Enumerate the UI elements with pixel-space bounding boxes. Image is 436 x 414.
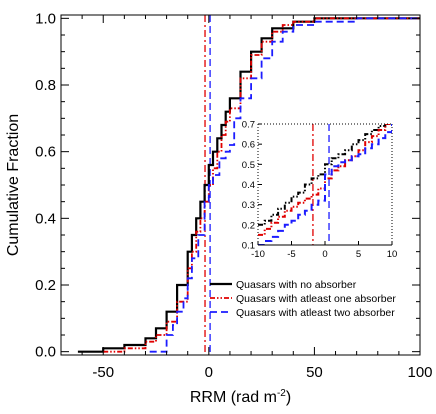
legend-label-1: Quasars with atleast one absorber [236, 293, 396, 305]
x-axis-label-superscript: -2 [277, 388, 286, 399]
inset-plot: -10 -5 0 5 10 0.1 0.2 0.3 0.4 0.5 0.6 0.7 [242, 120, 398, 261]
x-axis-label-close: ) [286, 389, 291, 406]
inset-y-tick-label: 0.7 [242, 120, 255, 131]
inset-y-tick-label: 0.2 [242, 220, 255, 231]
legend-label-0: Quasars with no absorber [236, 279, 357, 291]
x-axis-label-text: RRM (rad m [190, 389, 277, 406]
y-tick-label: 0.6 [35, 144, 56, 161]
inset-series-line-2 [258, 124, 392, 245]
x-tick-label: 100 [407, 364, 432, 381]
y-axis-label: Cumulative Fraction [5, 114, 22, 256]
y-tick-label: 0.4 [35, 210, 56, 227]
series-line-2 [149, 17, 420, 353]
inset-y-tick-label: 0.1 [242, 241, 255, 252]
legend: Quasars with no absorber Quasars with atl… [210, 279, 396, 319]
x-axis-label: RRM (rad m-2) [190, 388, 291, 406]
inset-series-line-0 [258, 124, 392, 226]
inset-x-tick-label: -5 [287, 249, 295, 260]
x-tick-label: 50 [306, 364, 323, 381]
legend-label-2: Quasars with atleast two absorber [236, 307, 395, 319]
inset-y-tick-label: 0.3 [242, 200, 255, 211]
inset-curves [258, 124, 392, 245]
x-tick-label: -50 [92, 364, 114, 381]
inset-series-line-1 [258, 124, 392, 236]
x-tick-label: 0 [205, 364, 213, 381]
inset-x-tick-label: 10 [387, 249, 398, 260]
inset-x-tick-label: 5 [356, 249, 361, 260]
inset-x-tick-label: 0 [322, 249, 327, 260]
inset-y-tick-label: 0.5 [242, 160, 255, 171]
y-tick-label: 0.2 [35, 277, 56, 294]
y-tick-label: 1.0 [35, 10, 56, 27]
inset-x-tick-label: -10 [251, 249, 265, 260]
y-tick-label: 0.0 [35, 344, 56, 361]
series-line-0 [77, 17, 420, 353]
series-line-1 [103, 17, 420, 353]
inset-y-tick-label: 0.4 [242, 180, 255, 191]
y-tick-label: 0.8 [35, 77, 56, 94]
inset-y-tick-label: 0.6 [242, 140, 255, 151]
